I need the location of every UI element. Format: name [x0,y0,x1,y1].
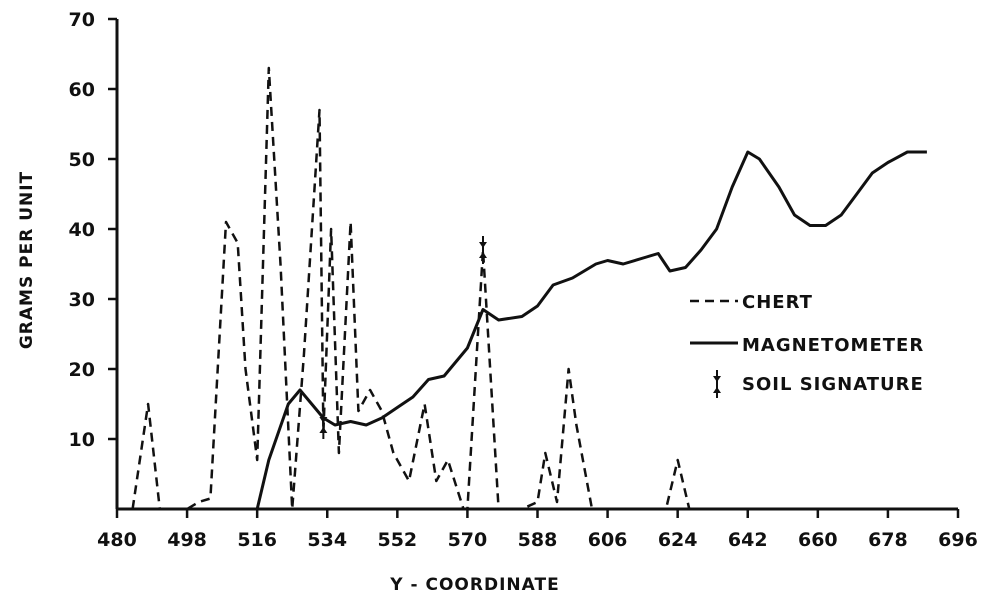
x-tick-label: 696 [938,529,978,551]
axes [115,19,958,511]
y-tick-label: 60 [69,79,95,101]
x-tick-label: 606 [588,529,628,551]
y-axis-title: GRAMS PER UNIT [17,171,37,349]
x-axis-title: Y - COORDINATE [389,575,559,595]
legend-soil-signature-label: SOIL SIGNATURE [742,374,924,395]
y-tick-label: 10 [69,429,95,451]
x-tick-label: 498 [167,529,207,551]
series-layer [131,66,927,511]
y-tick-label: 40 [69,219,95,241]
x-tick-label: 624 [658,529,698,551]
y-tick-label: 70 [69,9,95,31]
y-tick-label: 50 [69,149,95,171]
x-tick-label: 534 [307,529,347,551]
x-tick-label: 516 [237,529,277,551]
x-tick-label: 660 [798,529,838,551]
x-tick-label: 588 [518,529,558,551]
legend-chert-label: CHERT [742,292,813,313]
legend-soil-signature-marker [713,370,721,398]
soil-signature-markers [319,236,487,439]
magnetometer-series-line [255,150,927,510]
x-tick-label: 552 [377,529,417,551]
y-tick-label: 20 [69,359,95,381]
x-tick-label: 480 [97,529,137,551]
legend: CHERT MAGNETOMETER SOIL SIGNATURE [690,292,924,398]
x-ticks: 480 498 516 534 552 570 588 606 624 642 660 678 696 [97,509,978,551]
x-tick-label: 642 [728,529,768,551]
chert-series-line [131,66,691,511]
soil-signature-marker [319,411,328,439]
x-tick-label: 570 [448,529,488,551]
legend-magnetometer-label: MAGNETOMETER [742,335,924,356]
x-tick-label: 678 [868,529,908,551]
y-tick-label: 30 [69,289,95,311]
soil-signature-marker [478,236,487,264]
y-ticks: 10 20 30 40 50 60 70 [69,9,117,451]
